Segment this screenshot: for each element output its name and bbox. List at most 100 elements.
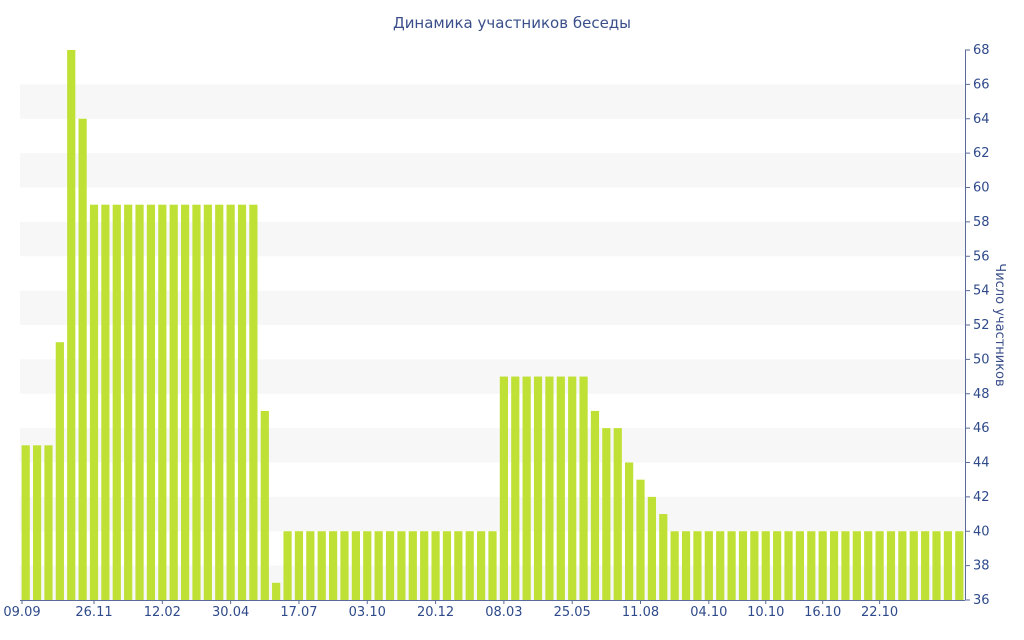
bar bbox=[294, 531, 304, 600]
bar bbox=[215, 204, 224, 600]
chart-title: Динамика участников беседы bbox=[393, 14, 631, 32]
bar bbox=[124, 204, 133, 600]
bar bbox=[317, 531, 326, 600]
y-tick-label: 48 bbox=[973, 387, 990, 402]
bar bbox=[909, 531, 918, 600]
x-tick-label: 16.10 bbox=[804, 605, 841, 620]
bar bbox=[681, 531, 691, 600]
bar bbox=[921, 531, 930, 600]
x-tick-label: 25.05 bbox=[554, 605, 591, 620]
bar bbox=[602, 428, 611, 600]
bar bbox=[829, 531, 839, 600]
bar bbox=[704, 531, 713, 600]
bar bbox=[750, 531, 759, 600]
y-tick-label: 60 bbox=[973, 181, 990, 196]
y-tick-label: 66 bbox=[973, 77, 990, 92]
x-tick-label: 04.10 bbox=[690, 605, 727, 620]
bar bbox=[112, 204, 121, 600]
y-tick-label: 52 bbox=[973, 318, 990, 333]
bar bbox=[374, 531, 383, 600]
bar bbox=[590, 410, 600, 600]
bar bbox=[864, 531, 873, 600]
y-tick-label: 58 bbox=[973, 215, 990, 230]
bar bbox=[852, 531, 861, 600]
bar bbox=[613, 428, 622, 600]
bar bbox=[78, 118, 87, 600]
y-tick-label: 54 bbox=[973, 284, 990, 299]
bar bbox=[363, 531, 372, 600]
bar bbox=[579, 376, 588, 600]
x-tick-label: 12.02 bbox=[144, 605, 181, 620]
bar bbox=[625, 462, 634, 600]
y-tick-label: 36 bbox=[973, 593, 990, 608]
bar bbox=[385, 531, 395, 600]
bar bbox=[408, 531, 417, 600]
bar bbox=[397, 531, 406, 600]
bar bbox=[351, 531, 360, 600]
y-axis-title: Число участников bbox=[992, 263, 1007, 386]
bar bbox=[636, 479, 645, 600]
y-tick-label: 50 bbox=[973, 352, 990, 367]
bar bbox=[784, 531, 793, 600]
bar bbox=[465, 531, 474, 600]
bar bbox=[886, 531, 896, 600]
bar bbox=[841, 531, 850, 600]
bar bbox=[135, 204, 144, 600]
bar bbox=[716, 531, 725, 600]
bar bbox=[55, 342, 64, 600]
bar bbox=[146, 204, 156, 600]
bar bbox=[192, 204, 201, 600]
bar bbox=[272, 582, 281, 600]
bar bbox=[499, 376, 508, 600]
bar bbox=[670, 531, 679, 600]
bar bbox=[89, 204, 99, 600]
grid-band bbox=[20, 84, 965, 119]
grid-band bbox=[20, 153, 965, 188]
y-tick-label: 56 bbox=[973, 249, 990, 264]
bar bbox=[761, 531, 770, 600]
bar bbox=[67, 50, 76, 600]
bar bbox=[533, 376, 543, 600]
bar bbox=[454, 531, 463, 600]
bar bbox=[306, 531, 315, 600]
bar bbox=[545, 376, 554, 600]
bar bbox=[898, 531, 907, 600]
bar bbox=[442, 531, 452, 600]
bar bbox=[158, 204, 167, 600]
bar bbox=[226, 204, 235, 600]
bar bbox=[420, 531, 429, 600]
bar bbox=[283, 531, 292, 600]
x-tick-label: 11.08 bbox=[622, 605, 659, 620]
bar bbox=[522, 376, 531, 600]
y-tick-label: 62 bbox=[973, 146, 990, 161]
bar bbox=[329, 531, 338, 600]
x-tick-label: 30.04 bbox=[212, 605, 249, 620]
x-tick-label: 10.10 bbox=[747, 605, 784, 620]
bar bbox=[21, 445, 30, 600]
y-tick-label: 40 bbox=[973, 524, 990, 539]
x-tick-label: 22.10 bbox=[861, 605, 898, 620]
bar bbox=[647, 496, 656, 600]
y-tick-label: 68 bbox=[973, 43, 990, 58]
bar bbox=[488, 531, 497, 600]
x-tick-label: 09.09 bbox=[3, 605, 40, 620]
x-tick-label: 08.03 bbox=[485, 605, 522, 620]
bar bbox=[477, 531, 486, 600]
y-tick-label: 46 bbox=[973, 421, 990, 436]
bar bbox=[101, 204, 110, 600]
bar bbox=[180, 204, 190, 600]
bar bbox=[795, 531, 805, 600]
bar bbox=[32, 445, 42, 600]
x-tick-label: 26.11 bbox=[75, 605, 112, 620]
bar bbox=[875, 531, 884, 600]
bar bbox=[203, 204, 212, 600]
y-tick-label: 64 bbox=[973, 112, 990, 127]
x-tick-label: 17.07 bbox=[280, 605, 317, 620]
bar bbox=[169, 204, 178, 600]
y-tick-label: 42 bbox=[973, 490, 990, 505]
bar bbox=[738, 531, 748, 600]
y-tick-label: 44 bbox=[973, 456, 990, 471]
bar bbox=[773, 531, 782, 600]
axes-group: 36 38 40 42 44 46 48 50 52 54 56 58 60 62 64 66 68 09.09 2… bbox=[3, 43, 989, 620]
